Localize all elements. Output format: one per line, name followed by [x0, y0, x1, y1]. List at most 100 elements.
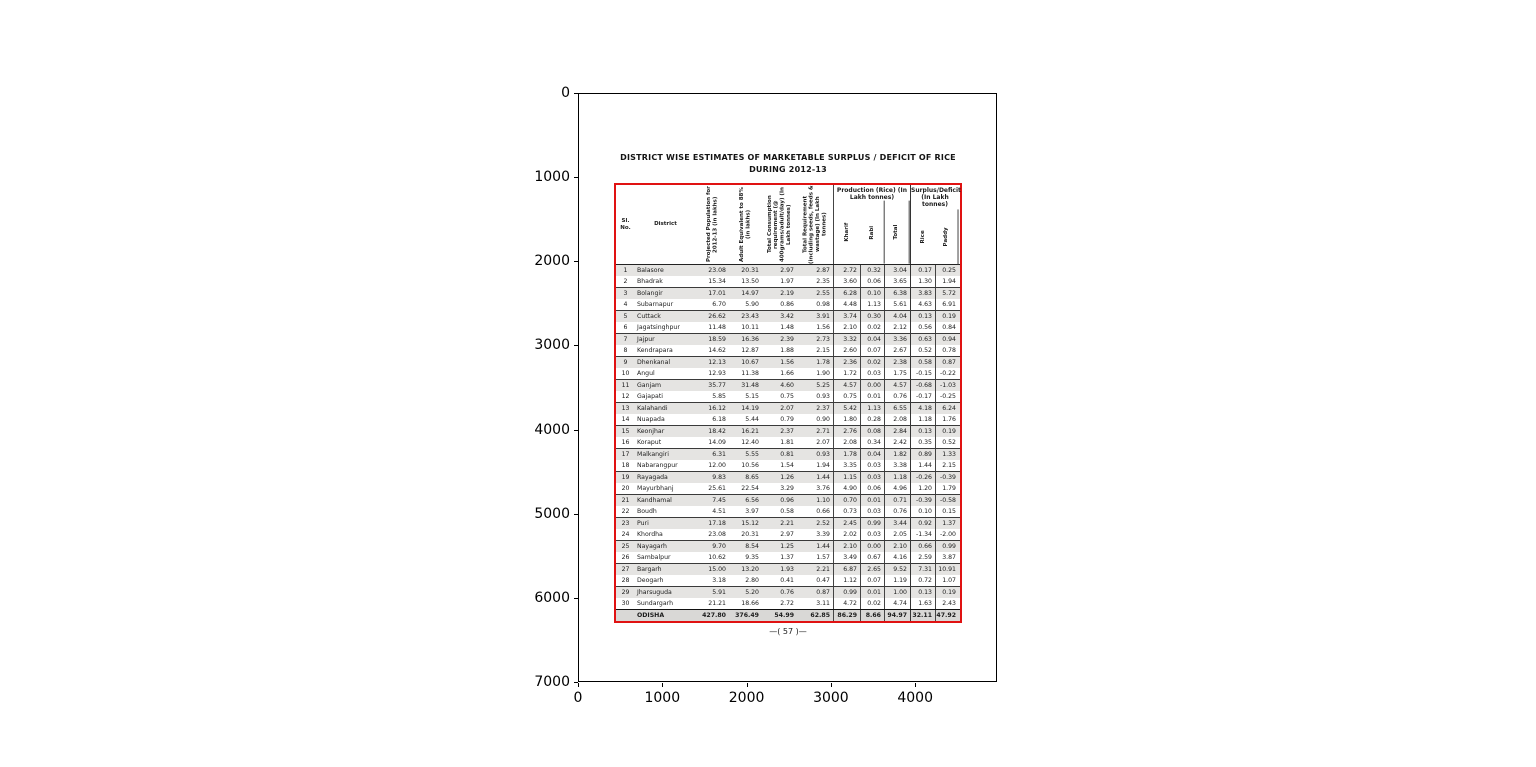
cell-district: Bargarh [637, 566, 662, 573]
cell-adult-equivalent: 20.31 [741, 531, 759, 538]
cell-kharif: 3.49 [833, 552, 860, 563]
cell-district: Sambalpur [637, 554, 671, 561]
table-row: 3 Bolangir 17.01 14.97 2.19 2.55 6.28 0.10 6.38 3… [616, 287, 960, 299]
cell-requirement: 5.25 [816, 382, 830, 389]
header-rabi: Rabi [860, 201, 885, 264]
cell-rabi: 0.32 [860, 265, 884, 276]
cell-sl-no: 26 [621, 554, 630, 561]
cell-district: Malkangiri [637, 451, 669, 458]
cell-adult-equivalent: 15.12 [741, 520, 759, 527]
cell-district: Mayurbhanj [637, 485, 674, 492]
cell-requirement: 1.56 [816, 324, 830, 331]
cell-sl-no: 21 [621, 497, 630, 504]
cell-population: 11.48 [708, 324, 726, 331]
table-row: 21 Kandhamal 7.45 6.56 0.96 1.10 0.70 0.01 0.71-… [616, 494, 960, 506]
cell-surplus-paddy: 1.37 [935, 518, 959, 529]
cell-sl-no: 29 [621, 589, 630, 596]
cell-consumption: 0.81 [780, 451, 794, 458]
x-tick-label: 2000 [728, 690, 765, 706]
cell-sl-no: 23 [621, 520, 630, 527]
cell-population: 35.77 [708, 382, 726, 389]
cell-rabi: 0.10 [860, 288, 884, 299]
cell-rabi: 0.01 [860, 587, 884, 598]
cell-population: 14.09 [708, 439, 726, 446]
cell-consumption: 2.97 [780, 531, 794, 538]
cell-total-production: 1.19 [884, 575, 910, 586]
cell-surplus-paddy: 0.19 [935, 426, 959, 437]
table-row: 27 Bargarh 15.00 13.20 1.93 2.21 6.87 2.65 9.52 7… [616, 563, 960, 575]
cell-surplus-rice: 0.63 [910, 334, 935, 345]
cell-population: 4.51 [712, 508, 726, 515]
cell-adult-equivalent: 14.97 [741, 290, 759, 297]
cell-surplus-rice: 0.13 [910, 311, 935, 322]
cell-requirement: 2.87 [816, 267, 830, 274]
table-row: 30 Sundargarh 21.21 18.66 2.72 3.11 4.72 0.02 4.… [616, 598, 960, 609]
cell-rabi: 0.04 [860, 334, 884, 345]
cell-district: ODISHA [637, 612, 665, 619]
cell-surplus-rice: 0.52 [910, 345, 935, 356]
cell-sl-no [616, 610, 635, 621]
x-tick-mark [578, 683, 579, 687]
cell-population: 12.93 [708, 370, 726, 377]
cell-population: 9.70 [712, 543, 726, 550]
cell-surplus-paddy: -0.58 [935, 495, 959, 506]
cell-sl-no: 11 [621, 382, 630, 389]
cell-consumption: 1.97 [780, 278, 794, 285]
cell-total-production: 4.04 [884, 311, 910, 322]
cell-rabi: 0.04 [860, 449, 884, 460]
cell-requirement: 3.91 [816, 313, 830, 320]
cell-district: Gajapati [637, 393, 663, 400]
cell-rabi: 0.02 [860, 322, 884, 333]
cell-surplus-paddy: 0.52 [935, 437, 959, 448]
header-production-title: Production (Rice) (In Lakh tonnes) [836, 187, 908, 202]
table-row: 16 Koraput 14.09 12.40 1.81 2.07 2.08 0.34 2.42 0… [616, 437, 960, 448]
table-row: 6 Jagatsinghpur 11.48 10.11 1.48 1.56 2.10 0.02… [616, 322, 960, 333]
cell-surplus-rice: 0.35 [910, 437, 935, 448]
cell-district: Bolangir [637, 290, 663, 297]
cell-sl-no: 13 [621, 405, 630, 412]
cell-total-production: 3.04 [884, 265, 910, 276]
cell-district: Keonjhar [637, 428, 665, 435]
cell-requirement: 2.37 [816, 405, 830, 412]
cell-kharif: 0.75 [833, 391, 860, 402]
cell-sl-no: 27 [621, 566, 630, 573]
cell-district: Jajpur [637, 336, 655, 343]
cell-total-production: 6.55 [884, 403, 910, 414]
cell-kharif: 1.12 [833, 575, 860, 586]
table-row: 11 Ganjam 35.77 31.48 4.60 5.25 4.57 0.00 4.57 -0… [616, 379, 960, 391]
header-total-consumption: Total Consumption requirement (@ 400gram… [766, 187, 792, 262]
cell-rabi: 0.99 [860, 518, 884, 529]
cell-total-production: 0.76 [884, 391, 910, 402]
cell-consumption: 2.21 [780, 520, 794, 527]
cell-surplus-paddy: 1.07 [935, 575, 959, 586]
cell-consumption: 2.97 [780, 267, 794, 274]
cell-kharif: 1.80 [833, 414, 860, 425]
y-tick-label: 7000 [534, 674, 570, 690]
cell-surplus-rice: 0.72 [910, 575, 935, 586]
x-tick-mark [746, 683, 748, 687]
cell-requirement: 1.90 [816, 370, 830, 377]
cell-population: 427.80 [702, 612, 726, 619]
cell-rabi: 0.06 [860, 276, 884, 287]
cell-sl-no: 6 [623, 324, 628, 331]
cell-surplus-paddy: 0.87 [935, 357, 959, 368]
cell-surplus-rice: 2.59 [910, 552, 935, 563]
cell-consumption: 1.93 [780, 566, 794, 573]
cell-surplus-paddy: 1.79 [935, 483, 959, 494]
cell-consumption: 2.39 [780, 336, 794, 343]
cell-population: 25.61 [708, 485, 726, 492]
cell-population: 18.42 [708, 428, 726, 435]
cell-surplus-rice: 7.31 [910, 564, 935, 575]
cell-sl-no: 8 [623, 347, 628, 354]
header-district: District [654, 221, 677, 228]
cell-surplus-rice: 0.10 [910, 506, 935, 517]
cell-requirement: 0.93 [816, 393, 830, 400]
cell-consumption: 2.37 [780, 428, 794, 435]
header-production-group: Production (Rice) (In Lakh tonnes) Khari… [833, 185, 910, 264]
x-tick-label: 1000 [644, 690, 681, 706]
cell-population: 14.62 [708, 347, 726, 354]
x-tick-label: 0 [573, 690, 583, 706]
cell-surplus-rice: 1.20 [910, 483, 935, 494]
cell-sl-no: 17 [621, 451, 630, 458]
cell-sl-no: 10 [621, 370, 630, 377]
